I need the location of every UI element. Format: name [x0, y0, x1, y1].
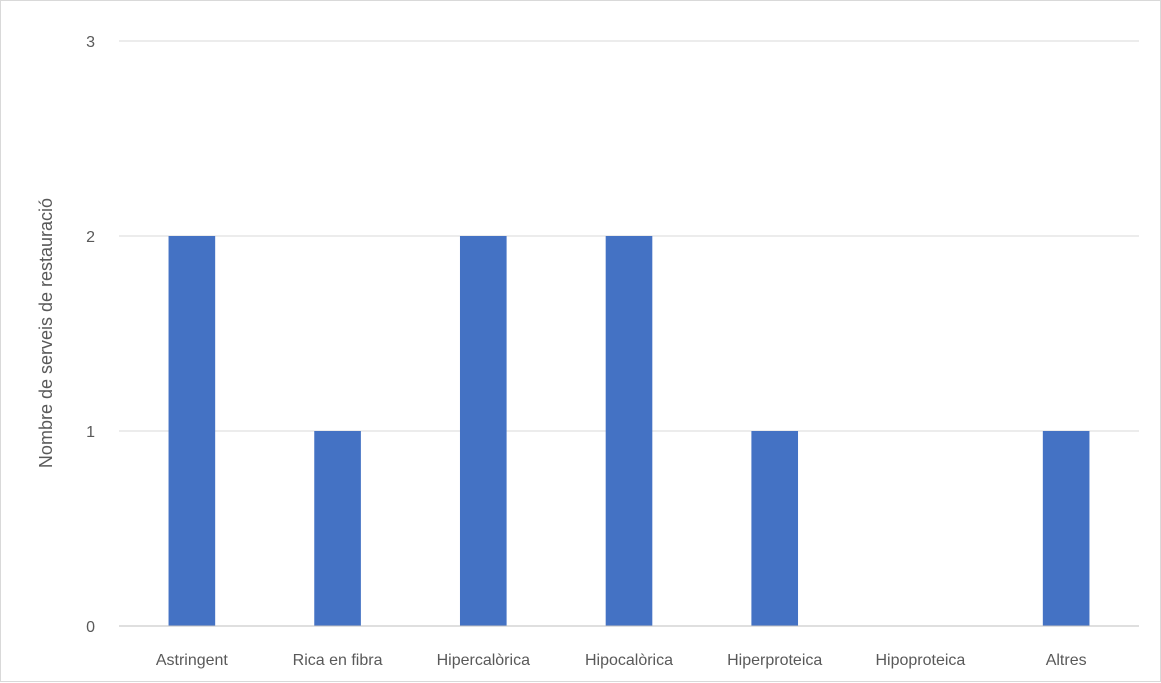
x-tick-label: Hipercalòrica [437, 652, 530, 669]
bar [1042, 431, 1090, 626]
x-tick-label: Altres [1046, 652, 1087, 669]
y-tick-label: 1 [86, 424, 95, 441]
y-tick-label: 0 [86, 619, 95, 636]
y-tick-label: 3 [86, 34, 95, 51]
y-axis-title: Nombre de serveis de restauració [36, 198, 56, 468]
bar [459, 236, 507, 626]
bar [751, 431, 799, 626]
x-tick-label: Astringent [156, 652, 229, 669]
bars [168, 236, 1090, 626]
x-tick-label: Hipocalòrica [585, 652, 673, 669]
bar [168, 236, 216, 626]
y-tick-label: 2 [86, 229, 95, 246]
x-tick-label: Hiperproteica [727, 652, 822, 669]
x-tick-label: Hipoproteica [876, 652, 966, 669]
y-axis-ticks: 0 1 2 3 [86, 34, 95, 636]
bar [314, 431, 361, 626]
x-tick-label: Rica en fibra [293, 652, 383, 669]
x-axis-ticks: Astringent Rica en fibra Hipercalòrica Hipo… [156, 652, 1087, 669]
bar [605, 236, 653, 626]
